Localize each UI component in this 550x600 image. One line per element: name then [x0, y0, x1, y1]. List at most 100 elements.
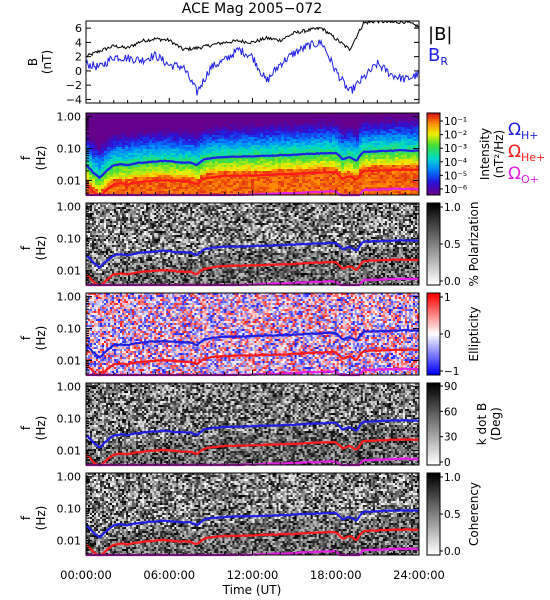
heatmap-cell	[173, 135, 176, 137]
heatmap-cell	[263, 159, 266, 161]
heatmap-cell	[377, 165, 380, 167]
heatmap-cell	[365, 159, 368, 161]
heatmap-cell	[173, 143, 176, 145]
heatmap-cell	[392, 159, 395, 161]
heatmap-cell	[341, 181, 344, 183]
heatmap-cell	[170, 133, 173, 135]
heatmap-cell	[386, 121, 389, 123]
heatmap-cell	[209, 189, 212, 191]
heatmap-cell	[377, 181, 380, 183]
heatmap-cell	[248, 165, 251, 167]
heatmap-cell	[359, 161, 362, 163]
heatmap-cell	[296, 125, 299, 127]
heatmap-cell	[215, 123, 218, 125]
heatmap-cell	[323, 161, 326, 163]
heatmap-cell	[191, 115, 194, 117]
heatmap-cell	[284, 129, 287, 131]
heatmap-cell	[269, 149, 272, 151]
heatmap-cell	[356, 119, 359, 121]
heatmap-cell	[96, 229, 98, 231]
heatmap-cell	[350, 151, 353, 153]
heatmap-cell	[410, 115, 413, 117]
heatmap-cell	[353, 171, 356, 173]
heatmap-cell	[158, 191, 161, 193]
heatmap-cell	[236, 129, 239, 131]
heatmap-cell	[380, 121, 383, 123]
heatmap-cell	[161, 151, 164, 153]
heatmap-cell	[281, 127, 284, 129]
heatmap-cell	[89, 161, 92, 163]
heatmap-cell	[110, 121, 113, 123]
heatmap-cell	[167, 127, 170, 129]
heatmap-cell	[302, 143, 305, 145]
heatmap-cell	[404, 173, 407, 175]
heatmap-cell	[96, 231, 98, 233]
heatmap-cell	[404, 137, 407, 139]
heatmap-cell	[260, 177, 263, 179]
heatmap-cell	[146, 121, 149, 123]
heatmap-cell	[206, 185, 209, 187]
heatmap-cell	[275, 165, 278, 167]
heatmap-cell	[278, 187, 281, 189]
heatmap-cell	[143, 115, 146, 117]
heatmap-cell	[233, 119, 236, 121]
heatmap-cell	[242, 171, 245, 173]
heatmap-cell	[90, 213, 92, 215]
heatmap-cell	[356, 135, 359, 137]
heatmap-cell	[287, 119, 290, 121]
heatmap-cell	[287, 187, 290, 189]
heatmap-cell	[341, 151, 344, 153]
heatmap-cell	[236, 115, 239, 117]
heatmap-cell	[272, 129, 275, 131]
heatmap-cell	[281, 179, 284, 181]
heatmap-cell	[404, 155, 407, 157]
heatmap-cell	[320, 165, 323, 167]
heatmap-cell	[398, 177, 401, 179]
heatmap-cell	[155, 143, 158, 145]
heatmap-cell	[248, 131, 251, 133]
heatmap-cell	[398, 163, 401, 165]
heatmap-cell	[401, 133, 404, 135]
heatmap-cell	[146, 171, 149, 173]
heatmap-cell	[134, 153, 137, 155]
heatmap-cell	[218, 131, 221, 133]
heatmap-cell	[188, 191, 191, 193]
heatmap-cell	[386, 129, 389, 131]
heatmap-cell	[96, 227, 98, 229]
heatmap-cell	[158, 137, 161, 139]
heatmap-cell	[398, 151, 401, 153]
heatmap-cell	[233, 145, 236, 147]
heatmap-cell	[335, 177, 338, 179]
heatmap-cell	[218, 171, 221, 173]
heatmap-cell	[257, 115, 260, 117]
heatmap-cell	[143, 117, 146, 119]
heatmap-cell	[152, 165, 155, 167]
heatmap-cell	[212, 137, 215, 139]
heatmap-cell	[90, 247, 92, 249]
heatmap-cell	[368, 179, 371, 181]
heatmap-cell	[236, 135, 239, 137]
heatmap-cell	[230, 147, 233, 149]
heatmap-cell	[380, 137, 383, 139]
heatmap-cell	[173, 177, 176, 179]
heatmap-cell	[173, 173, 176, 175]
heatmap-cell	[335, 179, 338, 181]
heatmap-cell	[200, 173, 203, 175]
heatmap-cell	[212, 185, 215, 187]
heatmap-cell	[374, 183, 377, 185]
heatmap-cell	[257, 185, 260, 187]
heatmap-cell	[128, 123, 131, 125]
heatmap-cell	[398, 143, 401, 145]
heatmap-cell	[152, 133, 155, 135]
heatmap-cell	[392, 155, 395, 157]
heatmap-cell	[263, 147, 266, 149]
heatmap-cell	[398, 147, 401, 149]
heatmap-cell	[128, 189, 131, 191]
heatmap-cell	[164, 155, 167, 157]
heatmap-cell	[341, 127, 344, 129]
heatmap-cell	[314, 157, 317, 159]
heatmap-cell	[209, 145, 212, 147]
heatmap-cell	[95, 149, 98, 151]
heatmap-cell	[389, 119, 392, 121]
heatmap-cell	[185, 119, 188, 121]
